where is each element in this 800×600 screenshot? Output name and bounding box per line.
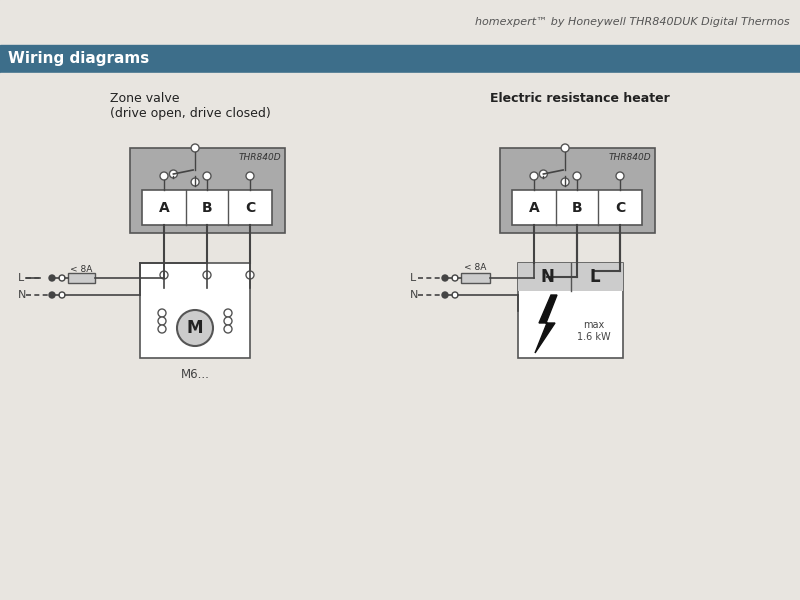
- Text: N: N: [18, 290, 26, 300]
- Bar: [0, 45, 800, 73]
- Circle shape: [191, 144, 199, 152]
- Circle shape: [530, 172, 538, 180]
- Bar: [68, 273, 95, 283]
- Text: Zone valve: Zone valve: [110, 92, 179, 105]
- Text: N: N: [410, 290, 418, 300]
- Text: B: B: [202, 200, 212, 214]
- Text: C: C: [615, 200, 625, 214]
- Circle shape: [561, 144, 569, 152]
- Text: max
1.6 kW: max 1.6 kW: [577, 320, 610, 342]
- Text: C: C: [245, 200, 255, 214]
- Text: THR840D: THR840D: [238, 153, 281, 162]
- Bar: [512, 190, 642, 225]
- Bar: [0, 0, 800, 45]
- Circle shape: [177, 310, 213, 346]
- Circle shape: [539, 170, 547, 178]
- Circle shape: [442, 275, 448, 281]
- Text: < 8A: < 8A: [70, 265, 93, 274]
- Circle shape: [158, 309, 166, 317]
- Text: M6...: M6...: [181, 368, 210, 381]
- Bar: [500, 148, 655, 233]
- Circle shape: [59, 292, 65, 298]
- Text: THR840D: THR840D: [608, 153, 651, 162]
- Bar: [130, 148, 285, 233]
- Circle shape: [203, 172, 211, 180]
- Text: (drive open, drive closed): (drive open, drive closed): [110, 107, 270, 120]
- Circle shape: [158, 317, 166, 325]
- Circle shape: [203, 271, 211, 279]
- Circle shape: [49, 275, 55, 281]
- Text: A: A: [529, 200, 539, 214]
- Circle shape: [224, 317, 232, 325]
- Bar: [140, 263, 250, 358]
- Circle shape: [246, 172, 254, 180]
- Circle shape: [49, 292, 55, 298]
- Text: < 8A: < 8A: [464, 263, 486, 272]
- Bar: [142, 190, 272, 225]
- Circle shape: [246, 271, 254, 279]
- Polygon shape: [535, 295, 557, 353]
- Text: Wiring diagrams: Wiring diagrams: [8, 52, 150, 67]
- Circle shape: [170, 170, 178, 178]
- Text: L: L: [410, 273, 416, 283]
- Text: M: M: [186, 319, 203, 337]
- Circle shape: [160, 172, 168, 180]
- Circle shape: [442, 292, 448, 298]
- Circle shape: [160, 271, 168, 279]
- Circle shape: [561, 178, 569, 186]
- Text: homexpert™ by Honeywell THR840DUK Digital Thermos: homexpert™ by Honeywell THR840DUK Digita…: [475, 17, 790, 27]
- Text: N: N: [541, 268, 554, 286]
- Circle shape: [452, 292, 458, 298]
- Circle shape: [59, 275, 65, 281]
- Bar: [461, 273, 490, 283]
- Circle shape: [191, 178, 199, 186]
- Bar: [518, 263, 623, 358]
- Bar: [518, 263, 623, 291]
- Text: L: L: [590, 268, 600, 286]
- Circle shape: [224, 325, 232, 333]
- Text: L: L: [18, 273, 24, 283]
- Text: Electric resistance heater: Electric resistance heater: [490, 92, 670, 105]
- Text: B: B: [572, 200, 582, 214]
- Text: A: A: [158, 200, 170, 214]
- Circle shape: [573, 172, 581, 180]
- Circle shape: [224, 309, 232, 317]
- Circle shape: [616, 172, 624, 180]
- Circle shape: [452, 275, 458, 281]
- Circle shape: [158, 325, 166, 333]
- Bar: [0, 73, 800, 600]
